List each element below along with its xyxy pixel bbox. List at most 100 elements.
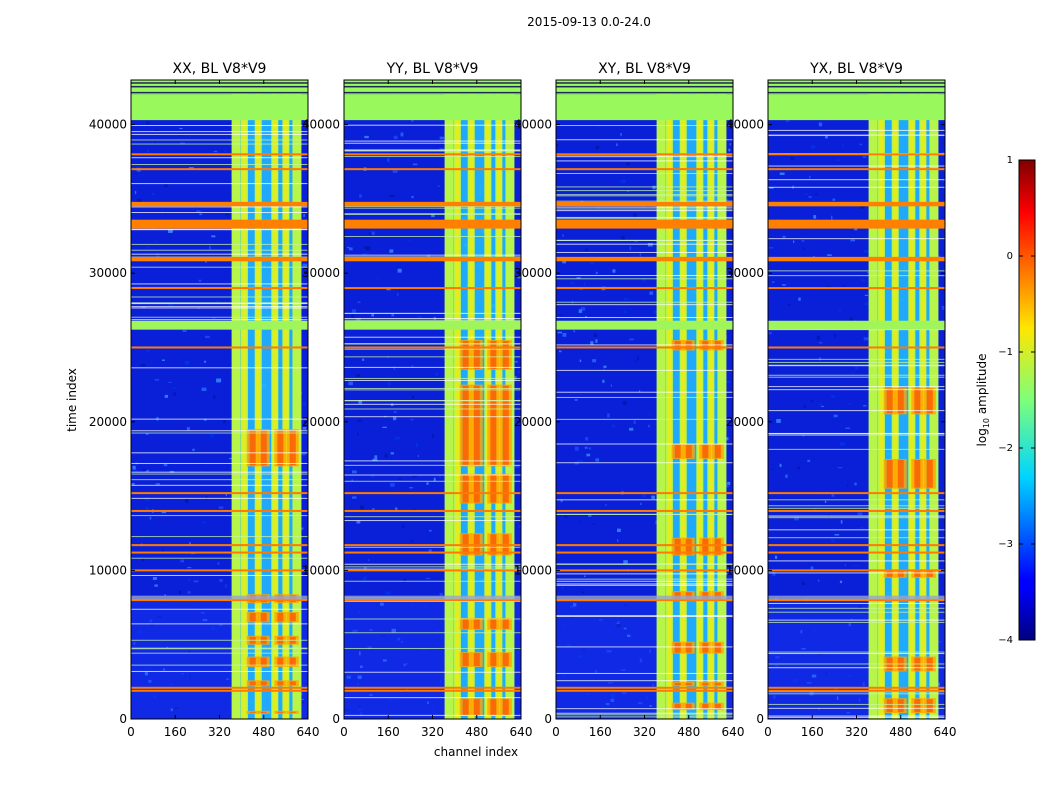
x-tick-label: 320 bbox=[845, 725, 868, 739]
noise-speckle bbox=[645, 696, 649, 700]
noise-speckle bbox=[838, 637, 841, 639]
time-flag-line bbox=[344, 389, 521, 391]
colorbar-tick-label: −2 bbox=[998, 443, 1013, 454]
noise-speckle bbox=[776, 419, 781, 423]
noise-speckle bbox=[229, 457, 232, 460]
noise-speckle bbox=[617, 539, 619, 542]
noise-speckle bbox=[585, 437, 589, 441]
time-flag-line bbox=[131, 133, 308, 135]
noise-speckle bbox=[584, 575, 586, 577]
noise-speckle bbox=[164, 394, 168, 398]
time-flag-line bbox=[344, 140, 521, 142]
noise-speckle bbox=[170, 229, 173, 233]
time-flag-line bbox=[556, 615, 733, 617]
noise-speckle bbox=[393, 410, 397, 413]
noise-speckle bbox=[637, 356, 639, 360]
noise-speckle bbox=[818, 707, 820, 711]
time-flag-line bbox=[344, 343, 521, 345]
noise-speckle bbox=[351, 309, 356, 313]
noise-speckle bbox=[816, 335, 820, 340]
noise-speckle bbox=[848, 623, 851, 627]
orange-rfi-line bbox=[344, 153, 521, 156]
noise-speckle bbox=[187, 591, 191, 594]
rfi-cluster-core bbox=[914, 571, 921, 577]
noise-speckle bbox=[847, 484, 849, 487]
time-flag-line bbox=[344, 124, 521, 126]
noise-speckle bbox=[389, 249, 394, 253]
orange-rfi-line bbox=[131, 686, 308, 689]
rfi-cluster-core bbox=[702, 642, 709, 653]
noise-speckle bbox=[180, 559, 184, 563]
time-flag-line bbox=[556, 200, 733, 202]
orange-rfi-line bbox=[131, 346, 308, 349]
noise-speckle bbox=[589, 717, 591, 719]
noise-speckle bbox=[647, 243, 653, 247]
noise-speckle bbox=[347, 246, 350, 249]
orange-rfi-line bbox=[131, 569, 308, 572]
time-flag-line bbox=[768, 389, 945, 391]
rfi-cluster-core bbox=[277, 657, 284, 666]
x-tick-label: 320 bbox=[208, 725, 231, 739]
noise-speckle bbox=[599, 619, 603, 621]
noise-speckle bbox=[185, 498, 189, 503]
time-flag-line bbox=[131, 296, 308, 298]
time-flag-line bbox=[556, 206, 733, 208]
noise-speckle bbox=[806, 682, 812, 684]
orange-rfi-line bbox=[344, 569, 521, 572]
noise-speckle bbox=[412, 474, 414, 478]
noise-speckle bbox=[179, 127, 183, 130]
noise-speckle bbox=[582, 648, 585, 651]
noise-speckle bbox=[610, 694, 616, 698]
saturated-column bbox=[667, 80, 672, 719]
time-flag-line bbox=[131, 228, 308, 230]
orange-rfi-line bbox=[556, 686, 733, 689]
x-tick-label: 480 bbox=[889, 725, 912, 739]
time-flag-line bbox=[131, 183, 308, 185]
noise-speckle bbox=[842, 143, 844, 147]
rfi-cluster-core bbox=[289, 681, 296, 686]
noise-speckle bbox=[144, 671, 148, 676]
time-flag-line bbox=[768, 653, 945, 655]
noise-speckle bbox=[648, 424, 650, 428]
rfi-cluster-core bbox=[473, 341, 480, 369]
rfi-cluster-core bbox=[714, 445, 721, 458]
y-tick-label: 10000 bbox=[726, 563, 764, 577]
orange-rfi-band bbox=[768, 219, 945, 229]
time-flag-line bbox=[768, 619, 945, 621]
orange-rfi-band bbox=[556, 256, 733, 262]
noise-speckle bbox=[857, 512, 863, 516]
noise-speckle bbox=[585, 316, 587, 318]
noise-speckle bbox=[412, 163, 418, 166]
noise-speckle bbox=[623, 310, 627, 314]
noise-speckle bbox=[649, 328, 651, 331]
noise-speckle bbox=[224, 214, 230, 216]
orange-rfi-band bbox=[344, 256, 521, 262]
noise-speckle bbox=[154, 378, 160, 381]
top-dark-line bbox=[768, 85, 945, 88]
noise-speckle bbox=[345, 709, 350, 712]
orange-rfi-line bbox=[344, 551, 521, 554]
noise-speckle bbox=[517, 276, 521, 279]
time-flag-line bbox=[768, 651, 945, 653]
noise-speckle bbox=[131, 483, 135, 485]
bright-channel-column bbox=[444, 80, 454, 719]
time-flag-line bbox=[556, 139, 733, 141]
noise-speckle bbox=[649, 291, 654, 295]
time-flag-line bbox=[131, 307, 308, 309]
noise-speckle bbox=[358, 400, 363, 404]
orange-rfi-line bbox=[344, 509, 521, 512]
time-flag-line bbox=[131, 497, 308, 499]
noise-speckle bbox=[606, 649, 612, 653]
time-flag-line bbox=[556, 462, 733, 464]
noise-speckle bbox=[808, 196, 812, 198]
time-flag-line bbox=[344, 416, 521, 418]
time-flag-line bbox=[556, 578, 733, 580]
orange-rfi-line bbox=[556, 689, 733, 692]
time-flag-line bbox=[768, 691, 945, 693]
y-tick-label: 10000 bbox=[89, 563, 127, 577]
time-flag-line bbox=[131, 652, 308, 654]
rfi-cluster-core bbox=[674, 703, 681, 710]
noise-speckle bbox=[178, 590, 181, 595]
colorbar-tick-label: 0 bbox=[1007, 251, 1013, 262]
noise-speckle bbox=[423, 605, 427, 608]
